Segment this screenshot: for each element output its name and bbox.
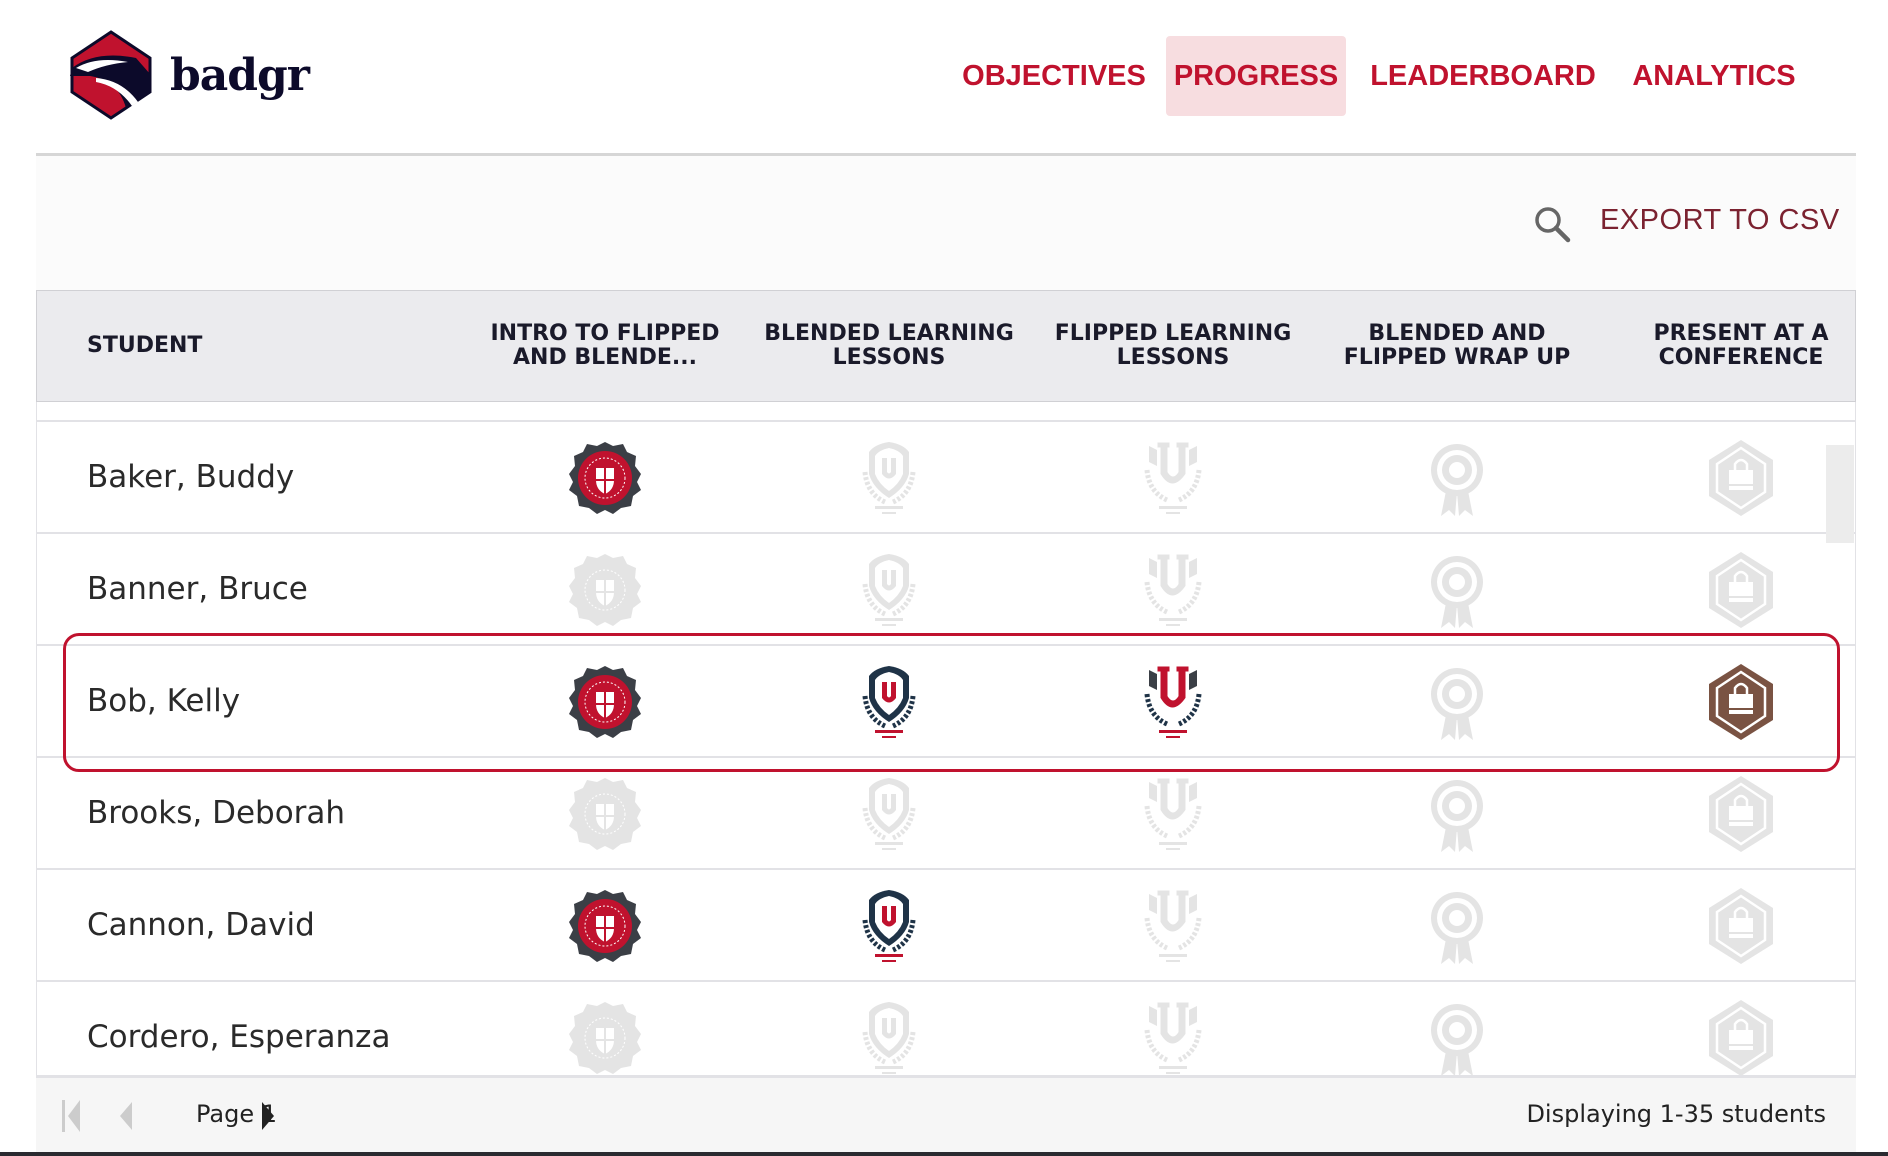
display-count: Displaying 1-35 students [1526, 1100, 1826, 1128]
hex-bag-badge-icon[interactable] [1699, 548, 1783, 632]
hex-bag-badge-icon[interactable] [1699, 884, 1783, 968]
table-header: STUDENT INTRO TO FLIPPED AND BLENDE... B… [36, 290, 1856, 402]
export-csv-button[interactable]: EXPORT TO CSV [1600, 204, 1840, 236]
next-page-icon[interactable] [258, 1098, 278, 1134]
student-name[interactable]: Banner, Bruce [87, 571, 308, 607]
shield-u-badge-icon[interactable] [847, 548, 931, 632]
column-header-wrap-up[interactable]: BLENDED AND FLIPPED WRAP UP [1343, 321, 1571, 370]
nav-leaderboard[interactable]: LEADERBOARD [1370, 59, 1596, 92]
rosette-badge-icon[interactable] [1415, 996, 1499, 1075]
table-row[interactable]: Bob, Kelly [37, 646, 1855, 758]
laurel-u-badge-icon[interactable] [1131, 548, 1215, 632]
nav-objectives[interactable]: OBJECTIVES [962, 59, 1146, 92]
column-header-student[interactable]: STUDENT [87, 333, 203, 358]
student-name[interactable]: Bob, Kelly [87, 683, 241, 719]
shield-u-badge-icon[interactable] [847, 772, 931, 856]
table-row[interactable]: Brooks, Deborah [37, 758, 1855, 870]
rosette-badge-icon[interactable] [1415, 548, 1499, 632]
column-header-conference[interactable]: PRESENT AT A CONFERENCE [1653, 321, 1829, 370]
rosette-badge-icon[interactable] [1415, 772, 1499, 856]
row-spacer [37, 402, 1855, 422]
seal-badge-icon[interactable] [563, 436, 647, 520]
student-name[interactable]: Cordero, Esperanza [87, 1019, 391, 1055]
shield-u-badge-icon[interactable] [847, 884, 931, 968]
shield-u-badge-icon[interactable] [847, 436, 931, 520]
table-footer: Page 1 Displaying 1-35 students [36, 1075, 1856, 1152]
rosette-badge-icon[interactable] [1415, 660, 1499, 744]
seal-badge-icon[interactable] [563, 996, 647, 1075]
laurel-u-badge-icon[interactable] [1131, 436, 1215, 520]
table-row[interactable]: Cordero, Esperanza [37, 982, 1855, 1075]
rosette-badge-icon[interactable] [1415, 436, 1499, 520]
toolbar [36, 156, 1856, 290]
table-body: Baker, Buddy Banner, Bruce Bob, Kelly Brook… [36, 402, 1856, 1075]
table-row[interactable]: Baker, Buddy [37, 422, 1855, 534]
student-name[interactable]: Brooks, Deborah [87, 795, 346, 831]
shield-u-badge-icon[interactable] [847, 660, 931, 744]
badgr-logo[interactable] [66, 30, 156, 120]
laurel-u-badge-icon[interactable] [1131, 660, 1215, 744]
column-header-intro[interactable]: INTRO TO FLIPPED AND BLENDE... [490, 321, 720, 370]
table-row[interactable]: Cannon, David [37, 870, 1855, 982]
search-icon[interactable] [1532, 204, 1572, 244]
seal-badge-icon[interactable] [563, 884, 647, 968]
table-row[interactable]: Banner, Bruce [37, 534, 1855, 646]
column-header-flipped-lessons[interactable]: FLIPPED LEARNING LESSONS [1054, 321, 1292, 370]
shield-u-badge-icon[interactable] [847, 996, 931, 1075]
hex-bag-badge-icon[interactable] [1699, 436, 1783, 520]
laurel-u-badge-icon[interactable] [1131, 772, 1215, 856]
hex-bag-badge-icon[interactable] [1699, 660, 1783, 744]
nav-progress[interactable]: PROGRESS [1166, 36, 1346, 116]
previous-page-icon[interactable] [116, 1098, 136, 1134]
app-header: badgr OBJECTIVES PROGRESS LEADERBOARD AN… [0, 0, 1888, 155]
hex-bag-badge-icon[interactable] [1699, 996, 1783, 1075]
seal-badge-icon[interactable] [563, 772, 647, 856]
hex-bag-badge-icon[interactable] [1699, 772, 1783, 856]
brand-name: badgr [170, 50, 310, 101]
student-name[interactable]: Cannon, David [87, 907, 315, 943]
student-name[interactable]: Baker, Buddy [87, 459, 295, 495]
scrollbar-thumb[interactable] [1826, 445, 1854, 543]
nav-analytics[interactable]: ANALYTICS [1632, 59, 1796, 92]
laurel-u-badge-icon[interactable] [1131, 884, 1215, 968]
laurel-u-badge-icon[interactable] [1131, 996, 1215, 1075]
desktop-strip [0, 1152, 1888, 1156]
seal-badge-icon[interactable] [563, 660, 647, 744]
column-header-blended-lessons[interactable]: BLENDED LEARNING LESSONS [764, 321, 1014, 370]
rosette-badge-icon[interactable] [1415, 884, 1499, 968]
first-page-icon[interactable] [60, 1098, 84, 1134]
header-divider [36, 153, 1856, 156]
seal-badge-icon[interactable] [563, 548, 647, 632]
